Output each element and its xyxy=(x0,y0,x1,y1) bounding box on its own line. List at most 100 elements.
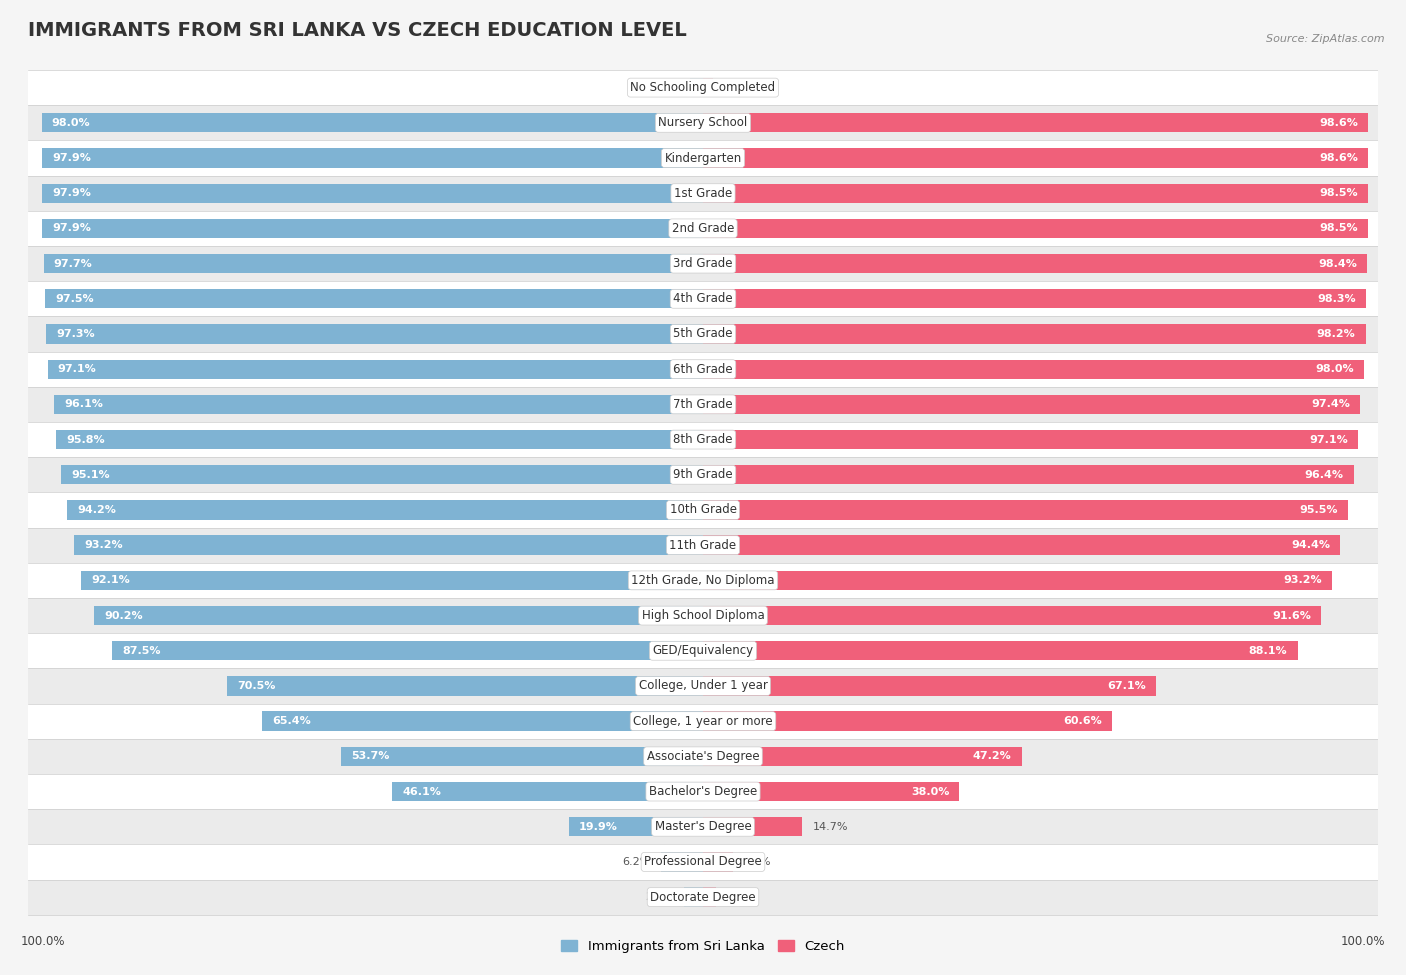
Bar xyxy=(28,105,1378,140)
Bar xyxy=(28,457,1378,492)
Bar xyxy=(28,598,1378,633)
Text: 60.6%: 60.6% xyxy=(1063,717,1102,726)
Bar xyxy=(703,290,1367,308)
Bar xyxy=(28,879,1378,915)
Bar xyxy=(28,211,1378,246)
Text: 93.2%: 93.2% xyxy=(1284,575,1322,585)
Bar xyxy=(703,325,1365,343)
Text: 97.4%: 97.4% xyxy=(1312,400,1350,410)
Bar xyxy=(703,465,1354,485)
Bar xyxy=(28,527,1378,563)
Text: 14.7%: 14.7% xyxy=(813,822,848,832)
Bar xyxy=(703,254,1367,273)
Bar xyxy=(703,605,1322,625)
Bar xyxy=(689,78,703,98)
Bar xyxy=(703,78,713,98)
Bar xyxy=(28,70,1378,105)
Bar xyxy=(228,677,703,695)
Bar xyxy=(42,113,703,133)
Text: 8th Grade: 8th Grade xyxy=(673,433,733,447)
Bar xyxy=(568,817,703,837)
Bar xyxy=(28,809,1378,844)
Text: 47.2%: 47.2% xyxy=(973,752,1011,761)
Text: 88.1%: 88.1% xyxy=(1249,645,1288,656)
Text: Bachelor's Degree: Bachelor's Degree xyxy=(650,785,756,799)
Text: 97.1%: 97.1% xyxy=(1309,435,1348,445)
Bar xyxy=(703,183,1368,203)
Text: 12th Grade, No Diploma: 12th Grade, No Diploma xyxy=(631,574,775,587)
Text: 1.9%: 1.9% xyxy=(725,892,755,902)
Text: 1.5%: 1.5% xyxy=(723,83,751,93)
Text: 98.3%: 98.3% xyxy=(1317,293,1357,304)
Text: 46.1%: 46.1% xyxy=(402,787,441,797)
Text: 70.5%: 70.5% xyxy=(238,681,276,691)
Bar xyxy=(112,642,703,660)
Text: 95.1%: 95.1% xyxy=(72,470,110,480)
Text: 9th Grade: 9th Grade xyxy=(673,468,733,482)
Text: 90.2%: 90.2% xyxy=(104,610,143,620)
Bar xyxy=(661,852,703,872)
Text: 53.7%: 53.7% xyxy=(350,752,389,761)
Legend: Immigrants from Sri Lanka, Czech: Immigrants from Sri Lanka, Czech xyxy=(557,935,849,958)
Text: 96.4%: 96.4% xyxy=(1305,470,1344,480)
Bar xyxy=(94,605,703,625)
Text: College, Under 1 year: College, Under 1 year xyxy=(638,680,768,692)
Bar xyxy=(703,782,959,801)
Bar xyxy=(28,844,1378,879)
Bar xyxy=(703,500,1347,520)
Text: Kindergarten: Kindergarten xyxy=(665,151,741,165)
Text: Master's Degree: Master's Degree xyxy=(655,820,751,834)
Bar xyxy=(340,747,703,766)
Bar xyxy=(48,360,703,379)
Text: 38.0%: 38.0% xyxy=(911,787,949,797)
Bar xyxy=(703,642,1298,660)
Text: Professional Degree: Professional Degree xyxy=(644,855,762,869)
Text: 95.5%: 95.5% xyxy=(1299,505,1337,515)
Bar xyxy=(685,887,703,907)
Text: 97.9%: 97.9% xyxy=(52,153,91,163)
Text: 5th Grade: 5th Grade xyxy=(673,328,733,340)
Bar xyxy=(28,492,1378,527)
Text: 97.9%: 97.9% xyxy=(52,188,91,198)
Bar xyxy=(703,817,803,837)
Bar xyxy=(28,281,1378,317)
Bar xyxy=(703,395,1361,414)
Bar xyxy=(28,422,1378,457)
Bar xyxy=(44,254,703,273)
Text: 96.1%: 96.1% xyxy=(65,400,104,410)
Text: 98.6%: 98.6% xyxy=(1319,153,1358,163)
Bar xyxy=(703,113,1368,133)
Text: 6.2%: 6.2% xyxy=(623,857,651,867)
Bar xyxy=(62,465,703,485)
Text: 94.4%: 94.4% xyxy=(1291,540,1330,550)
Bar xyxy=(262,712,703,731)
Text: 94.2%: 94.2% xyxy=(77,505,117,515)
Bar xyxy=(703,148,1368,168)
Text: 98.6%: 98.6% xyxy=(1319,118,1358,128)
Text: College, 1 year or more: College, 1 year or more xyxy=(633,715,773,727)
Text: 7th Grade: 7th Grade xyxy=(673,398,733,410)
Text: 87.5%: 87.5% xyxy=(122,645,162,656)
Bar xyxy=(703,535,1340,555)
Text: 98.0%: 98.0% xyxy=(1316,365,1354,374)
Bar xyxy=(82,570,703,590)
Bar xyxy=(703,360,1364,379)
Text: 93.2%: 93.2% xyxy=(84,540,122,550)
Text: 65.4%: 65.4% xyxy=(271,717,311,726)
Text: 98.5%: 98.5% xyxy=(1319,223,1358,233)
Bar xyxy=(28,633,1378,668)
Text: 67.1%: 67.1% xyxy=(1107,681,1146,691)
Text: 98.5%: 98.5% xyxy=(1319,188,1358,198)
Text: 98.0%: 98.0% xyxy=(52,118,90,128)
Bar xyxy=(55,395,703,414)
Text: 3rd Grade: 3rd Grade xyxy=(673,257,733,270)
Bar xyxy=(703,570,1331,590)
Bar xyxy=(703,747,1022,766)
Text: 97.9%: 97.9% xyxy=(52,223,91,233)
Text: Doctorate Degree: Doctorate Degree xyxy=(650,890,756,904)
Bar xyxy=(67,500,703,520)
Bar xyxy=(28,704,1378,739)
Bar xyxy=(28,317,1378,352)
Bar xyxy=(703,430,1358,449)
Bar xyxy=(28,387,1378,422)
